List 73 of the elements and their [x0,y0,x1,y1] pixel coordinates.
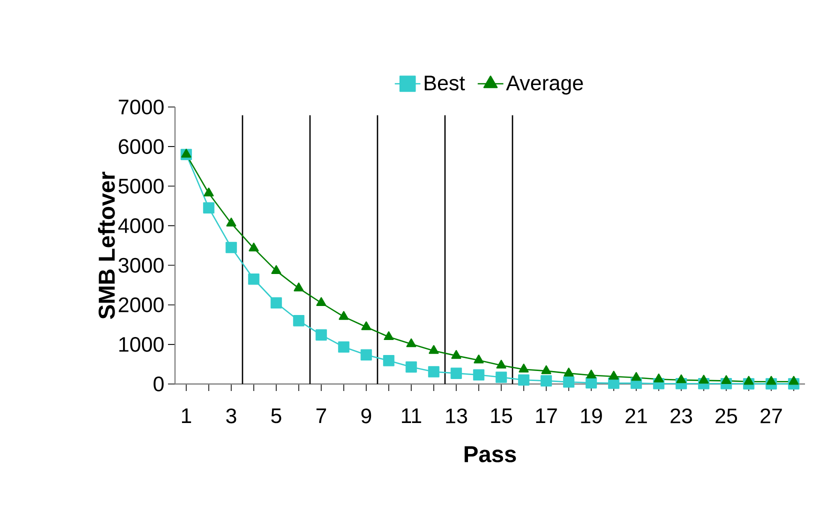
point [518,364,529,372]
y-tick-label: 0 [154,376,164,392]
point [293,315,304,326]
point [676,374,686,384]
point [361,321,372,330]
point [203,202,214,214]
point [564,368,574,376]
x-tick-label: 15 [491,408,512,424]
point [181,148,192,158]
y-tick-label: 3000 [118,258,164,273]
point [541,365,552,374]
point [226,218,236,226]
point [451,350,462,359]
x-tick-label: 21 [626,408,647,424]
point [384,331,394,340]
y-tick-label: 4000 [118,218,164,234]
point [316,329,327,341]
point [360,349,372,361]
point [383,354,394,366]
x-tick-label: 5 [271,408,282,424]
point [226,242,237,254]
x-tick-label: 9 [361,408,372,424]
point [248,273,260,285]
point [270,297,282,309]
point [204,188,214,196]
x-tick-label: 11 [402,408,422,423]
point [608,378,620,389]
point [294,282,304,292]
legend-label: Average [506,76,583,95]
x-tick-label: 27 [760,408,782,424]
point [654,374,664,382]
x-tick-label: 3 [226,408,236,424]
y-tick-label: 6000 [118,139,164,154]
point [518,374,530,386]
point [428,366,440,378]
point [450,368,462,379]
legend-label: Best [424,76,465,90]
point [496,372,507,383]
y-axis-title: SMB Leftover [98,172,115,319]
point [316,297,326,306]
y-tick-label: 2000 [118,297,164,312]
x-tick-label: 19 [581,408,602,424]
point [766,376,776,385]
point [248,242,259,252]
y-tick-label: 1000 [119,336,164,352]
point [586,377,597,388]
x-tick-label: 13 [446,408,468,424]
point [406,361,417,373]
point [721,375,732,384]
point [473,369,484,381]
x-tick-label: 23 [670,408,692,424]
x-axis-title: Pass [464,446,516,462]
point [563,376,574,388]
point [744,376,754,385]
y-tick-label: 7000 [118,100,164,114]
point [271,265,282,274]
point [338,311,349,320]
point [406,338,416,348]
point [788,376,799,385]
point [474,354,484,364]
point [338,341,350,353]
x-tick-label: 1 [182,408,192,423]
point [586,370,596,378]
x-tick-label: 25 [716,408,738,424]
x-tick-label: 7 [316,408,326,423]
point [698,374,709,384]
y-tick-label: 5000 [118,178,164,194]
point [540,375,552,386]
x-tick-label: 17 [536,408,557,423]
point [428,345,439,354]
point [496,360,506,369]
point [631,372,642,381]
point [608,370,619,380]
